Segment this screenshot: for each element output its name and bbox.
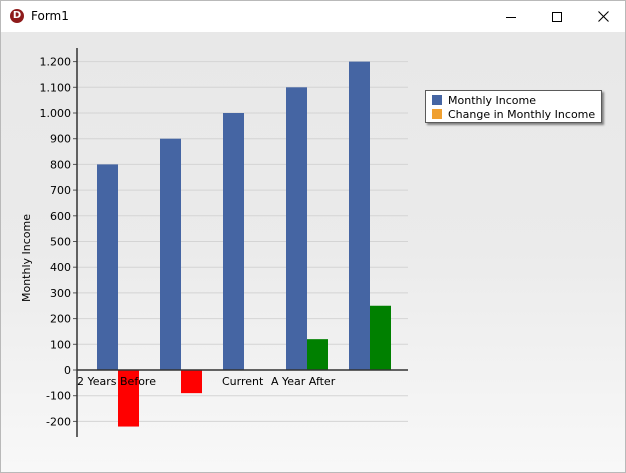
bar-monthly-income: [349, 61, 370, 370]
bar-change-in-income: [370, 305, 391, 370]
minimize-icon: [506, 16, 516, 18]
bar-monthly-income: [97, 164, 118, 370]
y-tick-label: 500: [50, 236, 71, 249]
legend-label-monthly-income: Monthly Income: [448, 93, 537, 107]
bar-change-in-income: [181, 370, 202, 394]
y-tick-label: 900: [50, 133, 71, 146]
app-icon[interactable]: D: [10, 9, 24, 23]
y-tick-label: 600: [50, 210, 71, 223]
bar-monthly-income: [160, 138, 181, 370]
legend-item-monthly-income: Monthly Income: [432, 93, 536, 107]
title-bar[interactable]: D Form1: [1, 1, 625, 32]
y-tick-label: 200: [50, 313, 71, 326]
y-tick-label: -200: [46, 415, 71, 428]
window-title: Form1: [31, 9, 69, 23]
legend-item-change: Change in Monthly Income: [432, 107, 595, 121]
x-category-label: Current: [222, 375, 264, 388]
bar-change-in-income: [307, 339, 328, 370]
bar-monthly-income: [223, 113, 244, 370]
y-axis-title: Monthly Income: [20, 214, 33, 302]
x-category-label: 2 Years Before: [77, 375, 156, 388]
y-tick-label: 800: [50, 158, 71, 171]
maximize-button[interactable]: [534, 1, 580, 32]
x-category-label: A Year After: [271, 375, 336, 388]
legend-swatch-change: [432, 109, 442, 119]
close-icon: [597, 11, 609, 22]
legend-swatch-monthly-income: [432, 95, 442, 105]
y-tick-label: 0: [64, 364, 71, 377]
income-chart: 1.200 1.100 1.000 900 800 700 600 500 400 300 200 1…: [20, 48, 408, 437]
y-tick-label: 1.200: [40, 56, 72, 69]
y-tick-label: 300: [50, 287, 71, 300]
y-tick-label: 700: [50, 184, 71, 197]
bar-monthly-income: [286, 87, 307, 371]
y-tick-label: 100: [50, 338, 71, 351]
maximize-icon: [552, 11, 562, 22]
y-tick-label: 1.000: [40, 107, 72, 120]
y-tick-label: 1.100: [40, 81, 72, 94]
y-tick-label: -100: [46, 390, 71, 403]
legend-label-change: Change in Monthly Income: [448, 107, 596, 121]
form-client-area: 1.200 1.100 1.000 900 800 700 600 500 400 300 200 1…: [1, 32, 625, 472]
chart-legend: Monthly Income Change in Monthly Income: [425, 90, 602, 123]
y-tick-label: 400: [50, 261, 71, 274]
minimize-button[interactable]: [488, 1, 534, 32]
bar-change-in-income: [118, 370, 139, 427]
close-button[interactable]: [580, 1, 625, 32]
